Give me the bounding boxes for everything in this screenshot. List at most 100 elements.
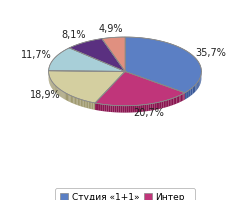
Polygon shape [197, 82, 198, 90]
Polygon shape [88, 102, 90, 109]
Polygon shape [57, 87, 58, 94]
Polygon shape [71, 96, 72, 103]
Polygon shape [191, 88, 192, 96]
Polygon shape [80, 99, 82, 107]
Text: 35,7%: 35,7% [196, 48, 226, 58]
Polygon shape [182, 93, 184, 101]
Polygon shape [178, 96, 180, 103]
Polygon shape [54, 85, 55, 92]
Polygon shape [66, 93, 67, 101]
Polygon shape [172, 98, 173, 105]
Polygon shape [143, 105, 145, 112]
Text: 8,1%: 8,1% [62, 30, 86, 40]
Polygon shape [107, 105, 108, 112]
Polygon shape [62, 91, 64, 99]
Polygon shape [95, 103, 97, 110]
Polygon shape [78, 98, 79, 106]
Polygon shape [198, 80, 199, 89]
Polygon shape [133, 105, 135, 112]
Polygon shape [121, 106, 123, 113]
Polygon shape [79, 99, 80, 106]
Polygon shape [168, 99, 170, 106]
Polygon shape [180, 95, 181, 102]
Polygon shape [185, 92, 187, 100]
Polygon shape [74, 97, 75, 104]
Polygon shape [131, 106, 133, 113]
Polygon shape [137, 105, 139, 112]
Polygon shape [110, 105, 112, 112]
Polygon shape [67, 94, 68, 101]
Polygon shape [65, 92, 66, 100]
Polygon shape [164, 101, 165, 108]
Polygon shape [68, 94, 70, 102]
Polygon shape [194, 85, 196, 93]
Polygon shape [176, 96, 178, 104]
Polygon shape [189, 89, 191, 97]
Polygon shape [160, 102, 162, 109]
Polygon shape [84, 100, 85, 108]
Polygon shape [70, 95, 71, 102]
Polygon shape [69, 39, 125, 71]
Polygon shape [48, 71, 125, 103]
Polygon shape [199, 79, 200, 87]
Legend: Студия «1+1», Новый канал, СТБ, Интер, ICTV, Прочие: Студия «1+1», Новый канал, СТБ, Интер, I… [55, 188, 195, 200]
Polygon shape [94, 103, 95, 110]
Polygon shape [158, 102, 160, 109]
Text: 11,7%: 11,7% [21, 50, 52, 60]
Polygon shape [56, 86, 57, 94]
Polygon shape [60, 90, 62, 97]
Polygon shape [141, 105, 143, 112]
Polygon shape [101, 104, 103, 111]
Ellipse shape [124, 71, 126, 72]
Polygon shape [162, 101, 164, 108]
Polygon shape [135, 105, 137, 112]
Polygon shape [75, 97, 76, 105]
Polygon shape [112, 105, 114, 112]
Polygon shape [145, 104, 147, 111]
Polygon shape [99, 104, 101, 111]
Polygon shape [196, 83, 197, 92]
Polygon shape [87, 101, 88, 108]
Text: 18,9%: 18,9% [30, 90, 60, 100]
Polygon shape [50, 79, 51, 87]
Polygon shape [53, 83, 54, 91]
Polygon shape [147, 104, 149, 111]
Polygon shape [82, 100, 84, 107]
Polygon shape [156, 102, 158, 110]
Polygon shape [108, 105, 110, 112]
Polygon shape [114, 105, 116, 112]
Polygon shape [97, 103, 99, 111]
Polygon shape [118, 106, 121, 113]
Polygon shape [72, 96, 74, 104]
Polygon shape [85, 101, 87, 108]
Polygon shape [187, 90, 189, 98]
Polygon shape [64, 92, 65, 99]
Polygon shape [90, 102, 92, 109]
Polygon shape [103, 104, 105, 111]
Polygon shape [167, 100, 168, 107]
Polygon shape [127, 106, 129, 113]
Polygon shape [49, 76, 50, 83]
Polygon shape [152, 103, 154, 110]
Polygon shape [125, 37, 202, 93]
Polygon shape [175, 97, 176, 104]
Polygon shape [181, 94, 182, 102]
Polygon shape [200, 76, 201, 84]
Polygon shape [58, 88, 59, 96]
Polygon shape [51, 80, 52, 87]
Polygon shape [129, 106, 131, 113]
Polygon shape [174, 97, 175, 105]
Polygon shape [154, 103, 156, 110]
Polygon shape [192, 86, 194, 94]
Polygon shape [48, 48, 125, 71]
Polygon shape [76, 98, 78, 105]
Polygon shape [95, 71, 185, 106]
Polygon shape [139, 105, 141, 112]
Polygon shape [116, 106, 118, 113]
Polygon shape [170, 99, 172, 106]
Polygon shape [55, 85, 56, 93]
Text: 4,9%: 4,9% [98, 24, 122, 34]
Polygon shape [165, 100, 167, 107]
Polygon shape [150, 103, 152, 111]
Polygon shape [105, 105, 107, 112]
